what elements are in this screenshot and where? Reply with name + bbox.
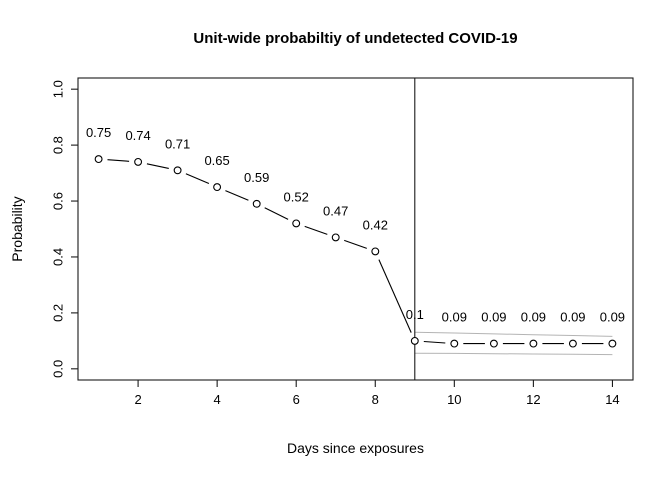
series-segment — [107, 159, 130, 162]
data-point — [213, 183, 222, 192]
data-point-label: 0.52 — [284, 189, 309, 204]
data-point-label: 0.42 — [363, 217, 388, 232]
data-point-label: 0.09 — [560, 310, 585, 325]
data-point — [292, 219, 301, 228]
ci-upper-line — [414, 331, 613, 337]
data-point — [94, 155, 103, 164]
x-tick-label: 12 — [526, 392, 540, 407]
x-tick-label: 2 — [134, 392, 141, 407]
chart-title: Unit-wide probabiltiy of undetected COVI… — [193, 30, 518, 47]
data-point-label: 0.47 — [323, 203, 348, 218]
data-point-label: 0.75 — [86, 125, 111, 140]
data-point — [252, 199, 261, 208]
data-point — [608, 339, 617, 348]
data-point — [173, 166, 182, 175]
data-point — [529, 339, 538, 348]
series-segment — [146, 163, 169, 169]
y-tick-label: 1.0 — [51, 80, 66, 98]
data-point-label: 0.74 — [125, 128, 150, 143]
y-tick-label: 0.0 — [51, 360, 66, 378]
series-segment — [225, 190, 249, 201]
series-segment — [185, 173, 210, 185]
y-tick-label: 0.8 — [51, 136, 66, 154]
y-tick-label: 0.6 — [51, 192, 66, 210]
data-point-label: 0.65 — [204, 153, 229, 168]
x-tick-label: 6 — [293, 392, 300, 407]
ci-lower-line — [414, 352, 613, 356]
data-point-label: 0.09 — [521, 310, 546, 325]
x-axis-label: Days since exposures — [287, 440, 424, 456]
y-tick-label: 0.2 — [51, 304, 66, 322]
data-point — [331, 233, 340, 242]
series-segment — [378, 259, 412, 333]
data-point-label: 0.09 — [442, 310, 467, 325]
x-tick-label: 14 — [605, 392, 619, 407]
data-point — [134, 157, 143, 166]
data-point-label: 0.09 — [481, 310, 506, 325]
data-point — [489, 339, 498, 348]
data-point — [568, 339, 577, 348]
y-tick-label: 0.4 — [51, 248, 66, 266]
data-point-label: 0.59 — [244, 170, 269, 185]
data-point — [371, 247, 380, 256]
plot-box — [77, 77, 634, 381]
data-point — [410, 336, 419, 345]
data-point-label: 0.1 — [406, 307, 424, 322]
series-segment — [264, 207, 289, 220]
x-tick-label: 10 — [447, 392, 461, 407]
series-segment — [344, 239, 367, 249]
data-point — [450, 339, 459, 348]
x-tick-label: 8 — [372, 392, 379, 407]
series-segment — [304, 225, 328, 235]
data-point-label: 0.71 — [165, 136, 190, 151]
x-tick-label: 4 — [214, 392, 221, 407]
data-point-label: 0.09 — [600, 310, 625, 325]
series-segment — [423, 340, 446, 344]
